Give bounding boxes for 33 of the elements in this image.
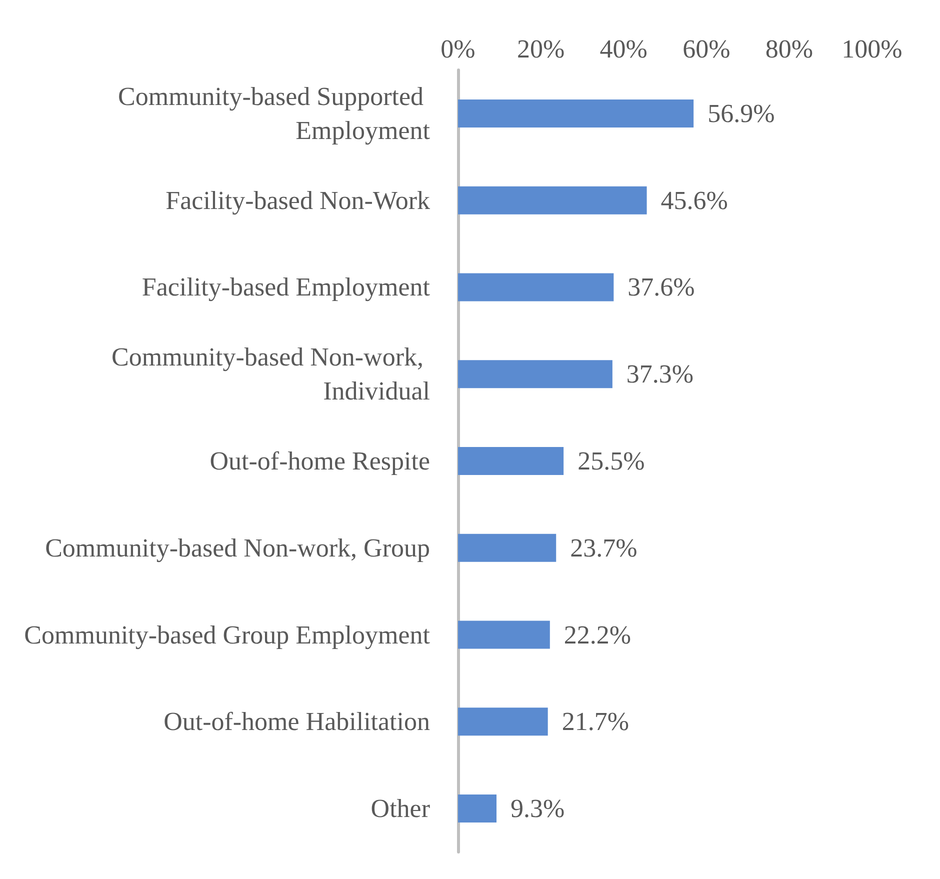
x-tick-label: 80%	[765, 34, 814, 64]
data-label: 9.3%	[510, 794, 565, 824]
y-tick-label: Community-based Supported Employment	[118, 82, 431, 145]
bar	[458, 99, 694, 128]
x-tick-label: 60%	[682, 34, 730, 64]
y-tick-label: Other	[370, 794, 430, 824]
bar	[458, 186, 647, 214]
x-tick-label: 100%	[842, 34, 902, 64]
data-label: 23.7%	[570, 533, 638, 562]
y-tick-label: Community-based Group Employment	[24, 620, 431, 650]
x-tick-label: 0%	[440, 34, 476, 64]
data-label: 56.9%	[708, 98, 775, 128]
bar	[458, 273, 614, 302]
bar	[458, 534, 556, 562]
bar	[458, 794, 496, 823]
y-tick-label: Community-based Non-work, Individual	[112, 342, 430, 406]
data-label: 21.7%	[562, 707, 630, 736]
bar	[458, 708, 548, 736]
data-label: 45.6%	[660, 186, 728, 215]
bar	[458, 447, 564, 475]
y-tick-label: Out-of-home Respite	[210, 446, 430, 476]
data-label: 37.6%	[628, 272, 695, 302]
x-tick-label: 40%	[600, 34, 648, 64]
y-tick-label: Facility-based Employment	[142, 272, 431, 302]
x-tick-label: 20%	[516, 34, 565, 64]
data-label: 37.3%	[626, 360, 694, 389]
bar	[458, 360, 612, 388]
data-label: 25.5%	[578, 446, 645, 476]
y-tick-label: Community-based Non-work, Group	[45, 533, 430, 562]
bar	[458, 620, 550, 649]
y-tick-label: Out-of-home Habilitation	[164, 707, 430, 736]
data-label: 22.2%	[564, 620, 632, 650]
y-tick-label: Facility-based Non-Work	[166, 186, 430, 215]
